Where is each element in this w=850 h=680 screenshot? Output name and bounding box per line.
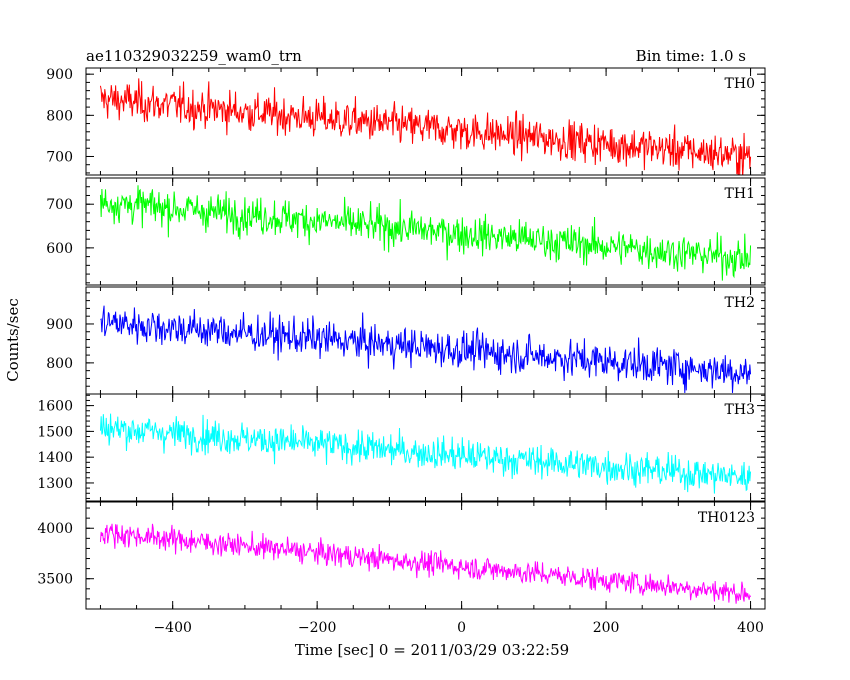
y-tick-label: 700 [46,149,73,165]
y-tick-label: 3500 [37,572,73,588]
panel-th0: 700 800 900 TH0 [46,67,766,176]
y-tick-label: 800 [46,356,73,372]
y-tick-label: 1400 [37,450,73,466]
panel-th2: 800 900 TH2 [46,286,766,395]
y-tick-label: 900 [46,67,73,83]
panel-frame [85,501,766,610]
panel-label-th3: TH3 [725,402,755,418]
y-tick-label: 800 [46,108,73,124]
y-tick-label: 900 [46,317,73,333]
x-tick-label: 200 [593,620,620,636]
y-tick-label: 1500 [37,424,73,440]
panels: 700 800 900 TH0 600 700 TH1 800 900 TH2 1300 1400 15… [37,67,766,636]
y-tick-label: 1600 [37,399,73,415]
panel-label-th0123: TH0123 [698,510,755,526]
x-tick-label: 400 [737,620,764,636]
y-axis-title: Counts/sec [4,298,22,382]
series-line-th3 [99,413,752,494]
series-line-th0123 [99,523,751,604]
bin-time-label: Bin time: 1.0 s [636,47,746,65]
series-line-th2 [100,305,752,394]
x-axis-title: Time [sec] 0 = 2011/03/29 03:22:59 [295,641,569,659]
y-tick-label: 1300 [37,476,73,492]
y-tick-label: 600 [46,241,73,257]
panel-label-th2: TH2 [725,295,755,311]
x-tick-label: −400 [153,620,191,636]
series-line-th0 [99,78,752,175]
y-tick-label: 700 [46,197,73,213]
panel-th0123: 3500 4000 TH0123 [37,501,766,610]
y-tick-label: 4000 [37,521,73,537]
panel-frame [85,177,766,286]
panel-label-th0: TH0 [725,76,755,92]
x-tick-label: 0 [457,620,466,636]
panel-th1: 600 700 TH1 [46,177,766,286]
series-line-th1 [99,185,752,281]
x-tick-label: −200 [298,620,336,636]
chart-title: ae110329032259_wam0_trn [86,47,302,65]
panel-label-th1: TH1 [725,186,755,202]
panel-th3: 1300 1400 1500 1600 TH3 [37,393,766,502]
